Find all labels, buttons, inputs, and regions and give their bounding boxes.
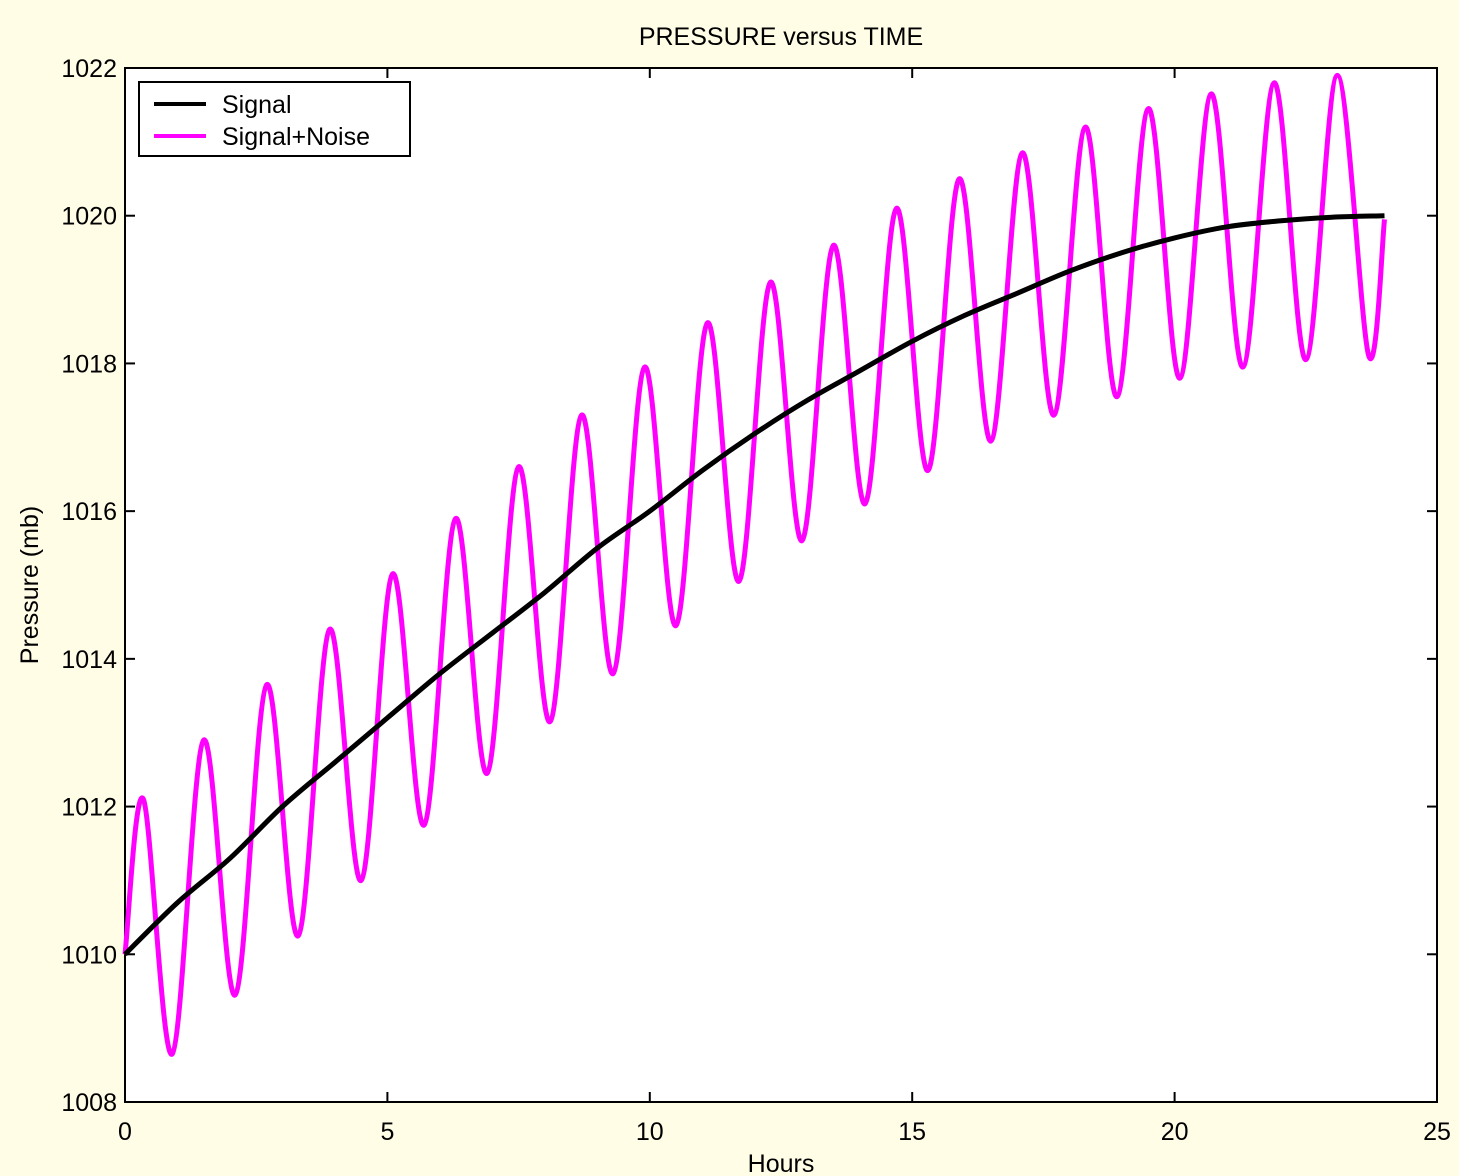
- legend-box: [138, 81, 411, 157]
- axis-ticks: 0 5 10 15 20 25 1008 1010 1012 1014 1016 1018 1020 10…: [61, 55, 1451, 1146]
- x-axis-label: Hours: [748, 1150, 815, 1176]
- y-tick-label: 1018: [61, 350, 117, 378]
- y-axis-label: Pressure (mb): [16, 506, 44, 664]
- x-tick-label: 25: [1423, 1118, 1451, 1146]
- y-tick-label: 1008: [61, 1089, 117, 1117]
- chart-title: PRESSURE versus TIME: [639, 23, 923, 51]
- plot-area: [124, 67, 1438, 1103]
- x-tick-label: 15: [898, 1118, 926, 1146]
- y-tick-label: 1020: [61, 203, 117, 231]
- series-line-signal: [123, 213, 1385, 957]
- series-line-signal-noise: [122, 72, 1387, 1057]
- y-tick-label: 1014: [61, 646, 117, 674]
- data-series: [122, 72, 1387, 1057]
- x-tick-label: 10: [636, 1118, 664, 1146]
- y-tick-label: 1016: [61, 498, 117, 526]
- x-tick-label: 20: [1161, 1118, 1189, 1146]
- y-tick-label: 1022: [61, 55, 117, 83]
- x-tick-label: 0: [118, 1118, 132, 1146]
- x-tick-label: 5: [380, 1118, 394, 1146]
- legend-label-signal: Signal: [222, 91, 292, 119]
- y-tick-label: 1012: [61, 794, 117, 822]
- legend-label-signal-noise: Signal+Noise: [222, 123, 370, 151]
- legend: Signal Signal+Noise: [138, 81, 411, 157]
- y-tick-label: 1010: [61, 941, 117, 969]
